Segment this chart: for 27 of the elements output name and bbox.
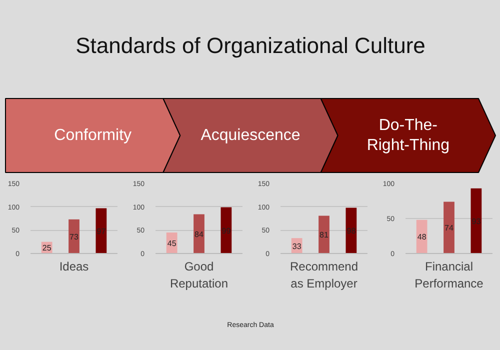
x-axis-title: Recommend as Employer [290,260,358,290]
data-label: 81 [320,230,329,240]
bar [470,188,482,254]
data-label: 73 [70,232,79,242]
data-label: 25 [42,244,52,253]
data-label: 99 [222,226,232,236]
data-label: 98 [346,226,356,236]
data-label: 97 [96,226,106,236]
bar [68,219,80,254]
data-label: 74 [444,224,454,233]
bar [444,202,454,254]
data-label: 93 [472,216,482,226]
x-axis-title: Ideas [59,260,89,274]
bar [96,208,107,254]
category-label: Do-The-Right-Thing [366,116,450,154]
data-label: 84 [194,230,204,239]
category-label: Acquiescence [200,127,300,144]
bar [416,220,428,254]
x-axis-title: Good Reputation [170,260,228,290]
x-axis-title: Financial Performance [414,260,484,290]
text: Standards of Organizational Culture [76,33,426,58]
bar [194,214,204,254]
data-label: 48 [417,232,427,242]
bar [318,216,330,254]
category-label: Conformity [54,127,132,144]
data-label: 33 [292,242,302,251]
data-label: 45 [167,239,177,248]
